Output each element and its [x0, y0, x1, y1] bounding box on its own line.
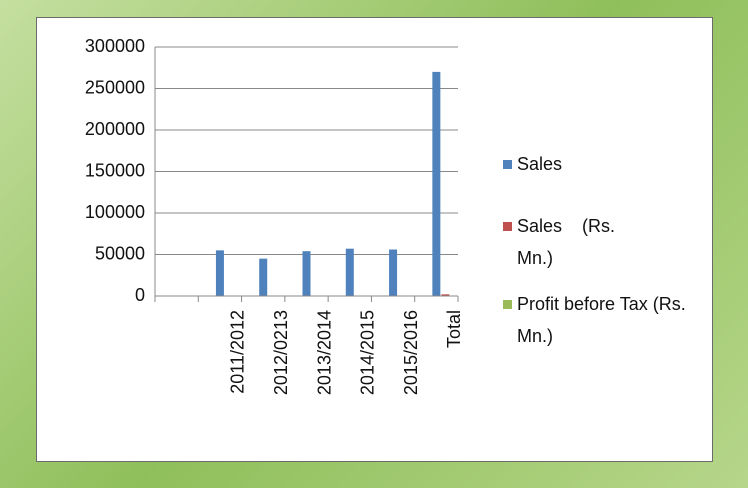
x-tick-label: 2012/0213: [271, 310, 291, 395]
x-tick-label: 2013/2014: [314, 310, 334, 395]
y-tick-label: 200000: [85, 119, 145, 139]
y-tick-label: 0: [135, 285, 145, 305]
bar: [302, 251, 311, 296]
chart-area: [36, 17, 713, 462]
y-tick-label: 100000: [85, 202, 145, 222]
x-tick-label: 2014/2015: [358, 310, 378, 395]
y-tick-label: 250000: [85, 77, 145, 97]
legend-swatch: [503, 222, 512, 231]
legend-label: Sales: [517, 154, 563, 174]
y-tick-label: 150000: [85, 160, 145, 180]
y-tick-label: 50000: [95, 243, 145, 263]
x-tick-label: 2011/2012: [228, 310, 248, 394]
legend-swatch: [503, 160, 512, 169]
bar: [389, 249, 398, 296]
x-tick-label: Total: [444, 310, 464, 348]
x-tick-label: 2015/2016: [401, 310, 421, 395]
bar: [345, 248, 354, 296]
legend-swatch: [503, 300, 512, 309]
bar: [441, 294, 450, 296]
bar: [432, 71, 441, 297]
bar: [215, 250, 224, 296]
bar: [259, 258, 268, 296]
y-tick-label: 300000: [85, 36, 145, 56]
legend-label: Sales (Rs. Mn.): [517, 216, 621, 268]
legend-label: Profit before Tax (Rs. Mn.): [517, 294, 686, 346]
